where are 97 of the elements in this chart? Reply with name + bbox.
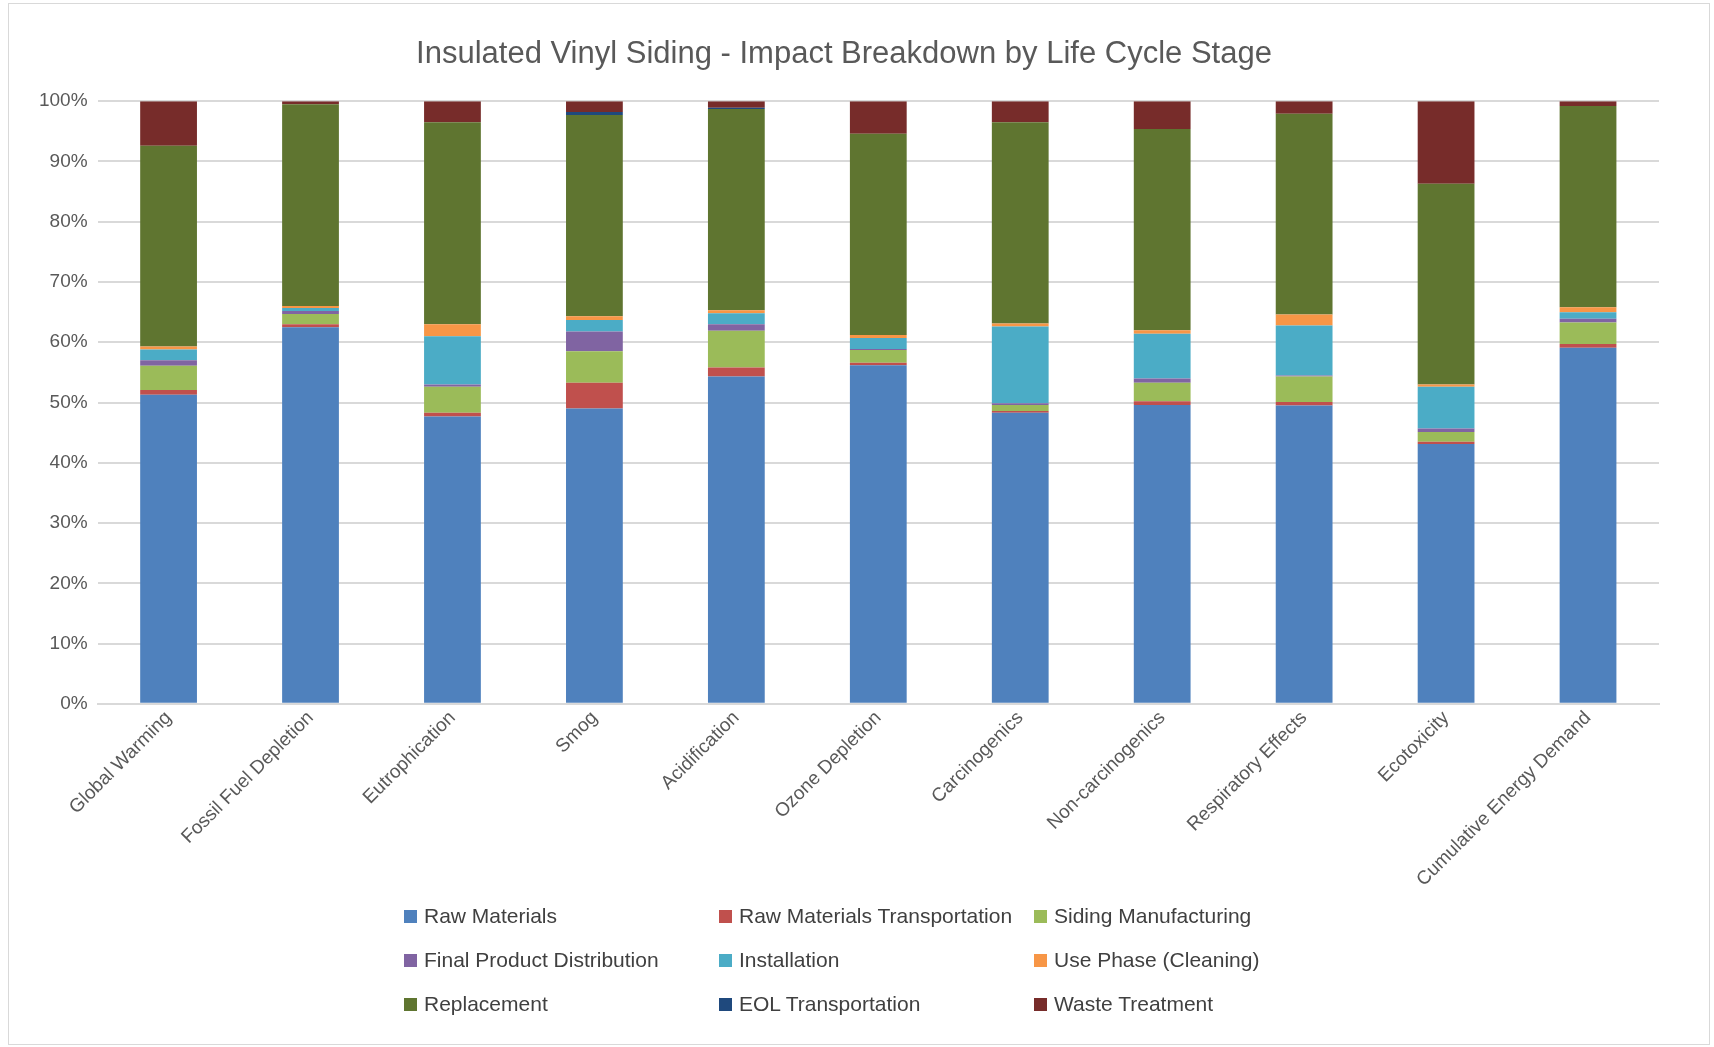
legend-label: Final Product Distribution — [424, 948, 659, 972]
bar — [1133, 378, 1191, 383]
bar — [140, 145, 197, 347]
bar — [1559, 347, 1617, 703]
bar — [424, 386, 481, 413]
bar — [707, 313, 765, 325]
bar — [1133, 330, 1191, 334]
bar — [282, 324, 339, 328]
bar — [1559, 106, 1617, 308]
bar — [1133, 401, 1191, 405]
bar — [707, 376, 765, 703]
bar — [1133, 128, 1191, 331]
bar — [424, 324, 481, 337]
bar — [991, 404, 1049, 411]
bar — [991, 326, 1049, 404]
bar — [1275, 113, 1333, 315]
bar — [140, 101, 197, 146]
bar — [707, 367, 765, 377]
bar — [424, 101, 481, 123]
legend-label: Waste Treatment — [1054, 992, 1214, 1016]
bar — [849, 350, 907, 363]
bar — [566, 331, 623, 352]
bar — [1275, 314, 1333, 326]
bar — [1417, 384, 1475, 387]
bar — [991, 101, 1049, 123]
bar — [1417, 183, 1475, 385]
y-tick-label: 20% — [49, 571, 88, 593]
chart-title: Insulated Vinyl Siding - Impact Breakdown by Life Cycle Stage — [416, 35, 1272, 71]
bar — [424, 122, 481, 325]
y-tick-label: 60% — [49, 330, 88, 352]
bar — [566, 319, 623, 332]
bar — [1133, 404, 1191, 703]
legend-label: EOL Transportation — [739, 992, 921, 1016]
bar — [1275, 401, 1333, 406]
bar — [282, 313, 339, 325]
y-tick-label: 40% — [49, 451, 88, 473]
bar — [140, 389, 197, 395]
bar — [566, 316, 623, 320]
bar — [707, 330, 765, 368]
legend-label: Use Phase (Cleaning) — [1054, 948, 1260, 972]
y-tick-label: 30% — [49, 511, 88, 533]
y-tick-label: 0% — [60, 692, 88, 714]
bar — [1133, 101, 1191, 129]
bar — [991, 412, 1049, 703]
bar — [1559, 322, 1617, 345]
bar — [1417, 428, 1475, 433]
bar — [1275, 101, 1333, 114]
bar — [566, 408, 623, 703]
bar — [991, 122, 1049, 324]
bar — [707, 101, 765, 108]
bar — [424, 336, 481, 385]
legend-label: Siding Manufacturing — [1054, 904, 1252, 928]
y-tick-label: 90% — [49, 149, 88, 171]
bar — [566, 112, 623, 116]
bar — [140, 349, 197, 361]
bar — [1133, 333, 1191, 379]
y-tick-label: 10% — [49, 631, 88, 653]
bar — [1417, 101, 1475, 184]
bar — [140, 394, 197, 703]
bar — [1417, 432, 1475, 442]
bar — [991, 323, 1049, 327]
y-tick-label: 50% — [49, 390, 88, 412]
bar — [566, 115, 623, 317]
bar — [849, 365, 907, 703]
bar — [1275, 376, 1333, 402]
y-tick-label: 80% — [49, 209, 88, 231]
bar — [1417, 444, 1475, 703]
bar — [566, 351, 623, 383]
bar — [140, 360, 197, 366]
legend-label: Raw Materials Transportation — [739, 904, 1013, 928]
bar — [566, 101, 623, 113]
bar — [1417, 386, 1475, 429]
legend-label: Replacement — [424, 992, 548, 1016]
bar — [1559, 307, 1617, 313]
legend-label: Raw Materials — [424, 904, 558, 928]
bar — [282, 104, 339, 307]
bar — [1275, 405, 1333, 703]
y-tick-label: 70% — [49, 270, 88, 292]
bar — [140, 365, 197, 390]
bar — [707, 310, 765, 314]
bar — [140, 346, 197, 350]
bar — [849, 335, 907, 339]
bar — [282, 327, 339, 703]
bar — [849, 133, 907, 336]
bar — [707, 109, 765, 311]
bar — [849, 338, 907, 349]
bar — [424, 416, 481, 703]
bar — [849, 101, 907, 134]
bar — [707, 324, 765, 331]
bar — [566, 382, 623, 409]
bar — [1559, 312, 1617, 319]
y-tick-label: 100% — [38, 89, 88, 111]
bar — [1559, 344, 1617, 348]
bar — [1133, 382, 1191, 402]
bar — [424, 384, 481, 387]
bar — [1275, 325, 1333, 376]
legend-label: Installation — [739, 948, 840, 972]
